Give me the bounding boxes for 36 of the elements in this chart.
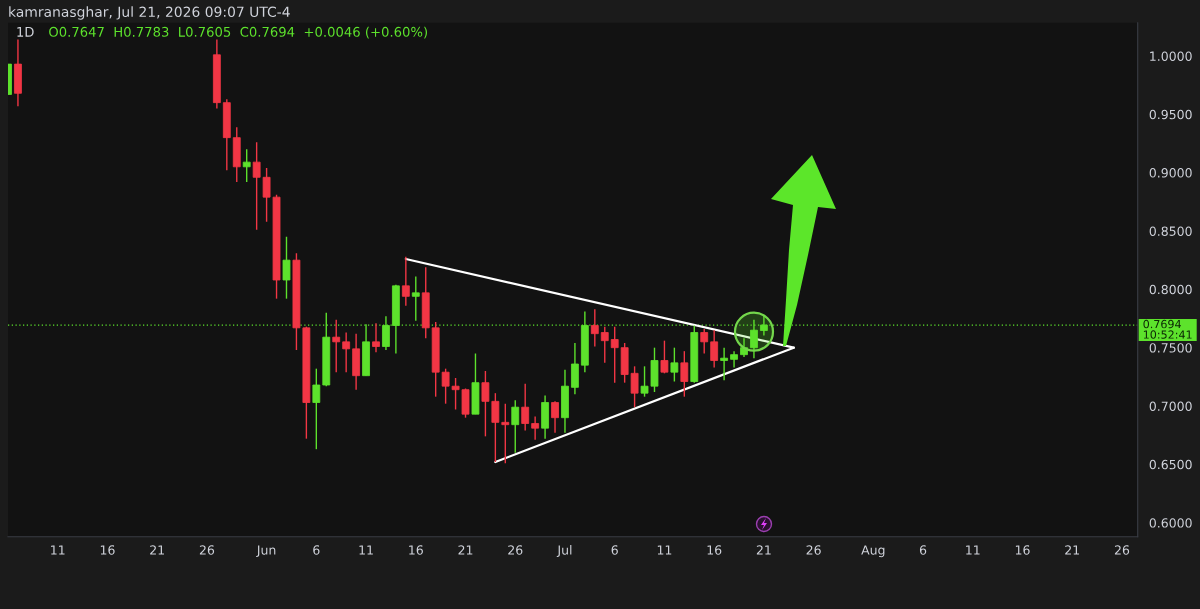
x-tick-label: 21	[150, 545, 164, 555]
x-tick-label: 6	[611, 545, 618, 555]
ref-line-label: 0.7694	[1143, 319, 1181, 329]
x-tick-label: 21	[458, 545, 473, 555]
x-tick-label: Jun	[256, 545, 276, 558]
x-tick-label: 16	[409, 545, 423, 555]
y-tick-label: 0.9000	[1149, 168, 1192, 178]
y-tick-label: 0.9500	[1149, 109, 1192, 120]
y-tick-label: 0.8500	[1149, 226, 1192, 236]
chart-subtitle: O0.7647 H0.7783 L0.7605 C0.7694 +0.0046 (+0.60%)	[49, 26, 427, 39]
y-tick-label: 0.8000	[1149, 284, 1192, 295]
x-tick-label: 26	[1114, 545, 1130, 555]
x-tick-label: 26	[806, 545, 821, 555]
x-tick-label: 21	[756, 545, 771, 555]
x-tick-label: 6	[313, 545, 320, 555]
x-tick-label: Jul	[556, 545, 572, 558]
x-tick-label: 16	[707, 545, 722, 555]
x-tick-label: Aug	[861, 545, 885, 558]
x-tick-label: 11	[51, 545, 65, 555]
y-tick-label: 0.6000	[1149, 518, 1192, 528]
x-tick-label: 21	[1065, 545, 1080, 555]
x-tick-label: 11	[359, 545, 373, 555]
y-tick-label: 1.0000	[1150, 51, 1192, 61]
y-tick-label: 0.6500	[1149, 459, 1192, 470]
x-tick-label: 26	[199, 545, 215, 555]
chart-title: 1D	[17, 27, 34, 37]
x-tick-label: 11	[657, 545, 672, 555]
x-tick-label: 11	[966, 545, 980, 555]
text: kamranasghar, Jul 21, 2026 09:07 UTC-4	[9, 6, 290, 20]
y-tick-label: 0.7500	[1149, 343, 1192, 353]
y-tick-label: 0.7000	[1149, 401, 1192, 411]
text: 10:52:41	[1143, 330, 1192, 339]
x-tick-label: 16	[1015, 545, 1030, 555]
x-tick-label: 6	[919, 545, 927, 555]
x-tick-label: 16	[100, 545, 115, 555]
x-tick-label: 26	[508, 545, 523, 555]
